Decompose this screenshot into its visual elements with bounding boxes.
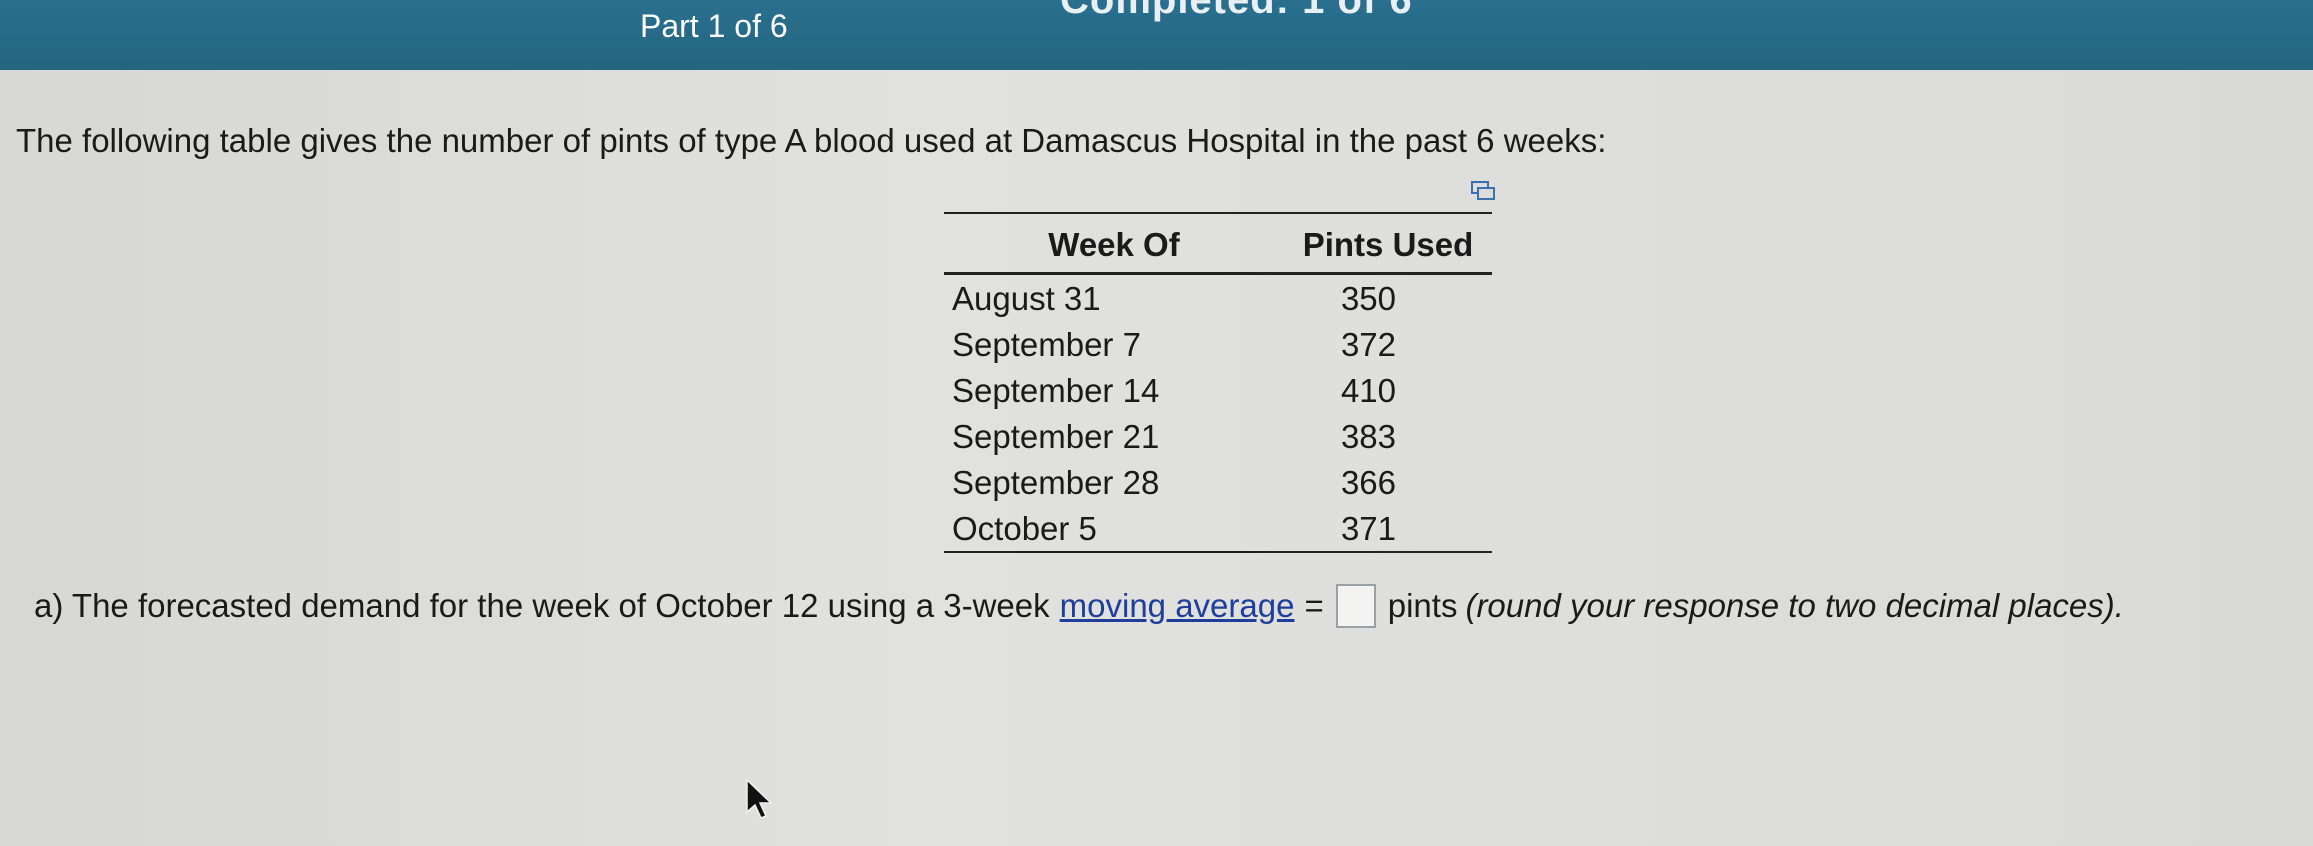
rounding-hint: (round your response to two decimal plac…	[1465, 587, 2124, 624]
part-label: Part 1 of 6	[640, 8, 788, 44]
pints-cell: 372	[1340, 326, 1396, 363]
week-cell: August 31	[952, 280, 1101, 317]
pints-cell: 371	[1284, 505, 1492, 553]
moving-average-link[interactable]: moving average	[1059, 587, 1295, 624]
answer-input[interactable]	[1335, 584, 1376, 628]
intro-text: The following table gives the number of …	[16, 122, 1607, 159]
unit-label: pints	[1387, 587, 1458, 624]
week-cell: September 28	[952, 464, 1160, 501]
pints-cell: 383	[1340, 418, 1396, 455]
equals-sign: =	[1304, 587, 1324, 624]
table-row: September 7 372	[944, 321, 1492, 367]
table-row: September 28 366	[944, 459, 1492, 505]
pints-cell: 366	[1340, 464, 1396, 501]
pints-cell: 410	[1340, 372, 1396, 409]
content-area	[0, 70, 2313, 846]
partial-title: Completed: 1 of 6	[1060, 0, 1413, 22]
week-cell: September 7	[952, 326, 1141, 363]
question-a: a) The forecasted demand for the week of…	[34, 584, 2124, 628]
copy-table-icon[interactable]	[1470, 180, 1496, 202]
week-cell: September 14	[952, 372, 1160, 409]
table-header-row: Week Of Pints Used	[944, 212, 1492, 275]
top-bar: Completed: 1 of 6 Part 1 of 6	[0, 0, 2313, 70]
table-row: August 31 350	[944, 274, 1492, 322]
mouse-pointer-icon	[746, 778, 773, 819]
column-header-week: Week Of	[944, 212, 1284, 275]
table-row: October 5 371	[944, 505, 1492, 553]
table-row: September 21 383	[944, 413, 1492, 459]
week-cell: September 21	[952, 418, 1160, 455]
column-header-pints: Pints Used	[1284, 212, 1492, 275]
blood-usage-table: Week Of Pints Used August 31 350 Septemb…	[944, 212, 1492, 553]
pints-cell: 350	[1340, 280, 1396, 317]
week-cell: October 5	[944, 505, 1284, 553]
question-prefix: a) The forecasted demand for the week of…	[34, 587, 1050, 624]
table-row: September 14 410	[944, 367, 1492, 413]
